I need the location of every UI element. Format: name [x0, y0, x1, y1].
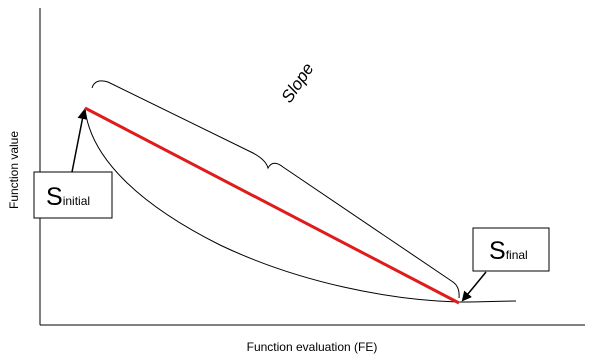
final-main-text: S	[489, 237, 506, 265]
final-box-label: Sfinal	[489, 237, 528, 265]
initial-main-text: S	[46, 183, 63, 211]
y-axis-label: Function value	[7, 131, 21, 209]
slope-line	[84, 106, 460, 305]
slope-brace	[91, 80, 460, 299]
x-axis-label: Function evaluation (FE)	[247, 340, 378, 354]
initial-box	[33, 171, 113, 219]
initial-arrow	[71, 109, 88, 173]
final-arrow	[461, 271, 487, 302]
initial-box-label: Sinitial	[46, 183, 90, 211]
initial-sub-text: initial	[63, 194, 90, 208]
function-curve	[84, 107, 517, 303]
final-sub-text: final	[506, 248, 528, 262]
slope-label: Slope	[278, 60, 318, 107]
final-box	[472, 227, 550, 272]
